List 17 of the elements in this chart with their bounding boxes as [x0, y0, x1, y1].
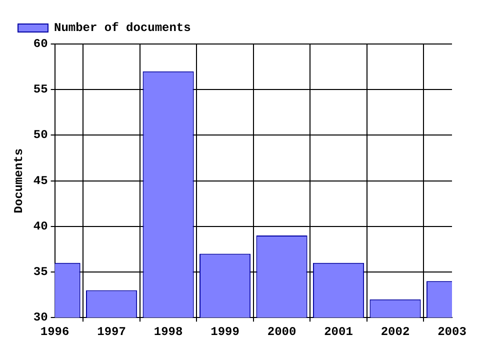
y-tick-label: 55 [33, 82, 48, 97]
x-tick-label: 1998 [154, 324, 183, 339]
x-tick-label: 2003 [438, 324, 466, 339]
y-tick-label: 45 [33, 174, 48, 188]
y-axis-title: Documents [12, 148, 26, 214]
x-tick-label: 2001 [324, 324, 353, 339]
x-tick-label: 1999 [210, 324, 240, 339]
x-tick-label: 2002 [380, 324, 410, 339]
y-tick-label: 40 [33, 219, 48, 234]
x-tick-label: 2000 [267, 324, 296, 339]
x-tick-label: 1996 [40, 324, 70, 339]
legend-label: Number of documents [54, 21, 191, 36]
y-tick-label: 60 [33, 37, 48, 52]
x-tick-label: 1997 [97, 324, 126, 339]
y-tick-label: 35 [33, 265, 48, 280]
y-tick-label: 30 [33, 310, 48, 325]
y-tick-label: 50 [33, 128, 48, 142]
